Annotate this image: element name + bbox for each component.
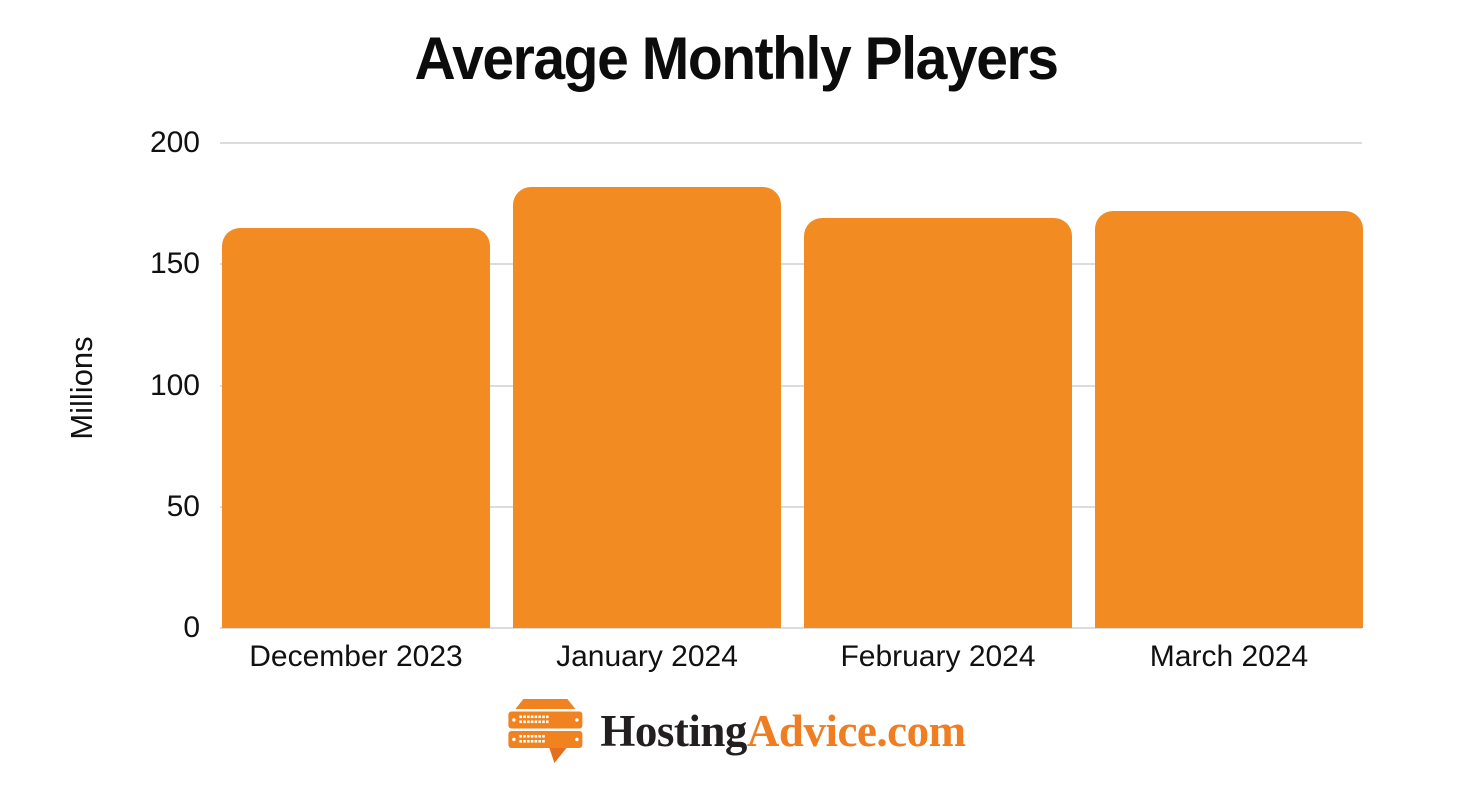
bar-december-2023: [222, 227, 490, 628]
bar-february-2024: [804, 218, 1072, 628]
y-axis-tick-label: 150: [149, 247, 200, 281]
gridline: [220, 142, 1362, 144]
gridline: [220, 263, 1362, 266]
bar-january-2024: [513, 186, 781, 628]
logo-text-hosting: Hosting: [600, 706, 747, 756]
bar-march-2024: [1095, 210, 1363, 628]
logo-text: HostingAdvice.com: [600, 705, 966, 757]
y-axis-tick-label: 200: [149, 126, 200, 159]
hostingadvice-logo: HostingAdvice.com: [506, 698, 966, 764]
server-speech-bubble-icon: [508, 699, 583, 763]
x-axis-category-label: February 2024: [840, 640, 1036, 673]
y-axis-tick-label: 50: [166, 489, 200, 523]
y-axis-label: Millions: [64, 336, 99, 440]
logo-text-advice: Advice.com: [746, 706, 966, 756]
x-axis-category-label: January 2024: [556, 640, 738, 673]
gridline: [220, 505, 1362, 508]
x-axis-category-label: March 2024: [1149, 640, 1309, 673]
gridline: [220, 627, 1362, 629]
x-axis-category-label: December 2023: [249, 640, 463, 673]
y-axis-tick-label: 0: [183, 611, 200, 644]
gridline: [220, 384, 1362, 387]
chart-title: Average Monthly Players: [414, 25, 1058, 92]
y-axis-tick-label: 100: [149, 368, 200, 402]
